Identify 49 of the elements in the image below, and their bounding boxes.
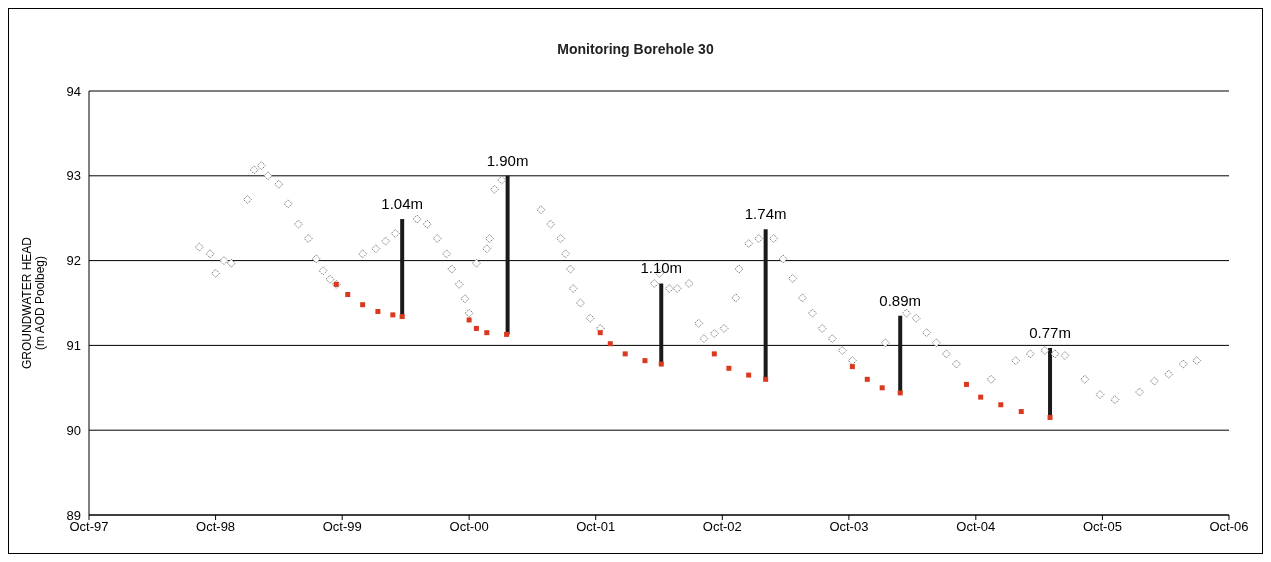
point — [879, 385, 885, 391]
point — [746, 372, 752, 378]
point — [978, 394, 984, 400]
x-tick-label: Oct-05 — [1082, 519, 1122, 535]
point — [897, 390, 903, 396]
x-tick-label: Oct-06 — [1209, 519, 1249, 535]
point — [711, 351, 717, 357]
point — [726, 365, 732, 371]
point — [504, 331, 510, 337]
point — [763, 376, 769, 382]
x-tick-label: Oct-02 — [702, 519, 742, 535]
annotation: 1.90m — [486, 151, 529, 169]
point — [390, 312, 396, 318]
point — [642, 358, 648, 364]
x-tick-label: Oct-99 — [322, 519, 362, 535]
point — [864, 376, 870, 382]
point — [998, 402, 1004, 408]
point — [963, 381, 969, 387]
annotation: 0.89m — [879, 291, 922, 309]
annotation: 0.77m — [1029, 323, 1071, 341]
annotation: 1.74m — [744, 205, 787, 223]
x-tick-label: Oct-04 — [956, 519, 996, 535]
point — [466, 317, 472, 323]
point — [484, 330, 490, 336]
point — [473, 325, 479, 331]
y-tick-label: 92 — [66, 253, 81, 269]
point — [597, 330, 603, 336]
y-tick-label: 91 — [66, 338, 81, 354]
point — [399, 314, 405, 320]
point — [345, 292, 351, 298]
chart-title: Monitoring Borehole 30 — [556, 41, 715, 57]
point — [607, 341, 613, 347]
y-tick-label: 94 — [66, 83, 81, 99]
point — [849, 364, 855, 370]
point — [658, 361, 664, 367]
point — [1018, 409, 1024, 415]
y-axis-title: GROUNDWATER HEAD (m AOD Poolbeg) — [20, 236, 47, 369]
y-tick-label: 90 — [66, 422, 81, 438]
x-tick-label: Oct-98 — [196, 519, 236, 535]
x-tick-label: Oct-00 — [449, 519, 489, 535]
x-tick-label: Oct-03 — [829, 519, 869, 535]
annotation: 1.10m — [640, 259, 683, 277]
point — [1047, 414, 1053, 420]
annotation: 1.04m — [381, 195, 424, 213]
x-tick-label: Oct-01 — [576, 519, 616, 535]
point — [360, 302, 366, 308]
point — [375, 308, 381, 314]
y-tick-label: 93 — [66, 168, 81, 184]
point — [622, 351, 628, 357]
